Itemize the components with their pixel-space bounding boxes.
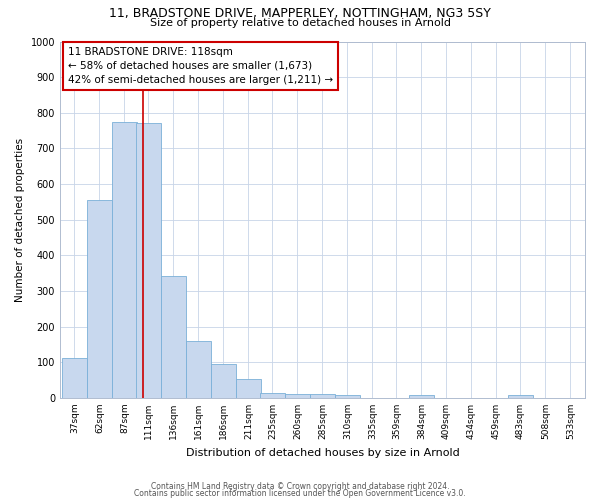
Bar (112, 122, 137, 398)
Bar (236, 378, 261, 398)
Bar (161, 276, 186, 398)
Text: Contains public sector information licensed under the Open Government Licence v3: Contains public sector information licen… (134, 489, 466, 498)
X-axis label: Distribution of detached houses by size in Arnold: Distribution of detached houses by size … (185, 448, 460, 458)
Text: Size of property relative to detached houses in Arnold: Size of property relative to detached ho… (149, 18, 451, 28)
Bar (62, 358, 87, 398)
Bar (260, 393, 285, 398)
Y-axis label: Number of detached properties: Number of detached properties (15, 138, 25, 302)
Bar (87, 200, 112, 398)
Bar (136, 124, 161, 398)
Bar (211, 364, 236, 398)
Text: Contains HM Land Registry data © Crown copyright and database right 2024.: Contains HM Land Registry data © Crown c… (151, 482, 449, 491)
Bar (508, 396, 533, 398)
Bar (310, 394, 335, 398)
Bar (186, 340, 211, 398)
Text: 11, BRADSTONE DRIVE, MAPPERLEY, NOTTINGHAM, NG3 5SY: 11, BRADSTONE DRIVE, MAPPERLEY, NOTTINGH… (109, 8, 491, 20)
Bar (409, 396, 434, 398)
Bar (285, 394, 310, 398)
Bar (335, 396, 360, 398)
Text: 11 BRADSTONE DRIVE: 118sqm
← 58% of detached houses are smaller (1,673)
42% of s: 11 BRADSTONE DRIVE: 118sqm ← 58% of deta… (68, 47, 333, 85)
